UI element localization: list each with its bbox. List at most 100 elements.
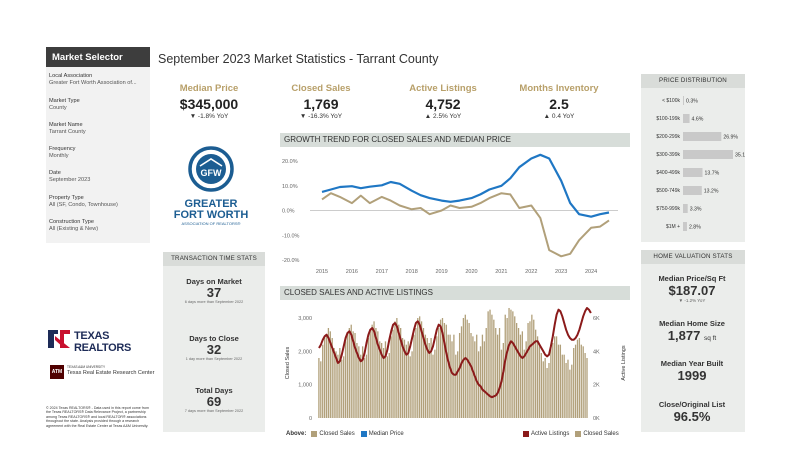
- closed-sales-bar: [337, 354, 339, 418]
- filter-market-type[interactable]: Market Type County: [49, 98, 149, 112]
- closed-sales-bar: [348, 328, 350, 418]
- growth-trend-chart: 20.0% 10.0% 0.0% -10.0% -20.0% 2015 2016 2017 20…: [282, 153, 618, 275]
- price-bucket-label: $200-299k: [656, 134, 680, 140]
- closed-sales-bar: [350, 324, 352, 418]
- growth-trend-title: GROWTH TREND FOR CLOSED SALES AND MEDIAN…: [280, 133, 630, 147]
- filter-local-association[interactable]: Local Association Greater Fort Worth Ass…: [49, 73, 149, 87]
- left-axis-label: Closed Sales: [285, 347, 291, 380]
- closed-sales-bar: [358, 346, 360, 418]
- left-tick-label: 3,000: [298, 316, 312, 322]
- price-bar-value: 13.7%: [705, 171, 720, 177]
- closed-sales-bar: [327, 328, 330, 418]
- price-bar: [683, 204, 688, 213]
- closed-sales-bar: [323, 338, 326, 418]
- filter-frequency[interactable]: Frequency Monthly: [49, 146, 149, 160]
- home-valuation-panel: HOME VALUATION STATS Median Price/Sq Ft …: [641, 250, 745, 432]
- left-tick-label: 0: [309, 416, 312, 422]
- closed-sales-bar: [342, 356, 345, 418]
- closed-sales-bar: [535, 329, 537, 418]
- closed-sales-bar: [401, 338, 404, 418]
- price-bucket-label: < $100k: [662, 98, 680, 104]
- filter-market-name[interactable]: Market Name Tarrant County: [49, 122, 149, 136]
- legend-swatch-median-price: [360, 431, 367, 437]
- closed-sales-bar: [557, 344, 560, 418]
- closed-sales-bar: [331, 338, 333, 418]
- price-bucket-label: $100-199k: [656, 116, 680, 122]
- closed-sales-bar: [453, 334, 455, 418]
- closed-sales-bar: [576, 339, 579, 418]
- stat-value: 32: [206, 342, 222, 357]
- price-distribution-panel: PRICE DISTRIBUTION < $100k 0.3% $100-199k 4…: [641, 74, 750, 242]
- closed-sales-bar: [508, 308, 510, 418]
- stat-total-days: Total Days 69 7 days more than September…: [163, 386, 265, 413]
- closed-sales-bar: [329, 331, 331, 418]
- tamu-line1: TEXAS A&M UNIVERSITY: [67, 365, 106, 369]
- home-valuation-title: HOME VALUATION STATS: [641, 250, 745, 264]
- closed-sales-bar: [554, 336, 556, 418]
- filter-date[interactable]: Date September 2023: [49, 170, 149, 184]
- price-distribution-title: PRICE DISTRIBUTION: [641, 74, 745, 88]
- closed-sales-bar: [567, 359, 569, 418]
- filter-label: Local Association: [49, 73, 93, 79]
- stat-note: 1 day more than September 2022: [185, 357, 243, 361]
- closed-sales-bar: [517, 328, 520, 418]
- legend-swatch-closed-sales: [311, 431, 318, 437]
- kpi-median-price: Median Price $345,000 ▼ -1.8% YoY: [154, 83, 264, 120]
- kpi-label: Closed Sales: [291, 83, 351, 94]
- closed-sales-bar: [555, 336, 558, 418]
- price-bar-value: 2.8%: [689, 225, 701, 231]
- x-tick-label: 2022: [525, 269, 537, 275]
- filter-property-type[interactable]: Property Type All (SF, Condo, Townhouse): [49, 195, 149, 209]
- price-bar: [683, 150, 733, 159]
- closed-sales-bar: [361, 346, 364, 418]
- closed-sales-bar: [479, 346, 482, 418]
- closed-sales-bar: [409, 356, 411, 418]
- closed-sales-bar: [580, 344, 582, 418]
- closed-sales-bar: [460, 326, 463, 418]
- closed-sales-bar: [382, 348, 385, 418]
- filter-label: Date: [49, 170, 61, 176]
- filter-construction-type[interactable]: Construction Type All (Existing & New): [49, 219, 149, 233]
- price-bar-value: 4.6%: [692, 117, 704, 123]
- closed-sales-bar: [390, 336, 392, 418]
- kpi-value: $345,000: [179, 96, 239, 112]
- closed-sales-bar: [445, 324, 447, 418]
- tamu-emblem-icon: ATM: [50, 365, 64, 379]
- closed-sales-bar: [405, 344, 408, 418]
- price-bar: [683, 96, 684, 105]
- filter-value: Tarrant County: [49, 129, 86, 135]
- y-tick-label: -20.0%: [282, 258, 300, 264]
- closed-sales-bar: [436, 336, 438, 418]
- growth-trend-panel: GROWTH TREND FOR CLOSED SALES AND MEDIAN…: [280, 133, 630, 281]
- closed-sales-bar: [502, 343, 504, 418]
- kpi-months-inventory: Months Inventory 2.5 ▲ 0.4 YoY: [504, 83, 614, 120]
- closed-sales-bar: [322, 344, 324, 418]
- filter-value: Greater Fort Worth Association of...: [49, 80, 137, 86]
- closed-sales-bar: [529, 321, 531, 418]
- closed-sales-bar: [495, 328, 497, 418]
- gfw-line3: ASSOCIATION OF REALTORS®: [181, 221, 241, 226]
- price-bar-value: 13.2%: [704, 189, 719, 195]
- closed-sales-bar: [563, 354, 565, 418]
- closed-sales-bar: [318, 358, 320, 418]
- closed-sales-bar: [544, 358, 546, 418]
- right-axis-label: Active Listings: [621, 345, 627, 380]
- closed-sales-bar: [458, 333, 461, 418]
- closed-sales-bar: [491, 314, 493, 418]
- closed-sales-bar: [419, 316, 421, 418]
- active-listings-line: [318, 307, 592, 399]
- closed-sales-bar: [415, 328, 417, 418]
- closed-sales-bar: [373, 321, 375, 418]
- sales-listings-panel: CLOSED SALES AND ACTIVE LISTINGS 3,000 2,…: [280, 286, 630, 446]
- closed-sales-bar: [424, 334, 427, 418]
- stat-label: Close/Original List: [658, 400, 726, 409]
- closed-sales-bar: [400, 328, 402, 418]
- sales-listings-title: CLOSED SALES AND ACTIVE LISTINGS: [280, 286, 630, 300]
- closed-sales-bar: [320, 361, 322, 418]
- closed-sales-bar: [487, 311, 489, 418]
- median-price-line: [321, 153, 610, 218]
- kpi-active-listings: Active Listings 4,752 ▲ 2.5% YoY: [388, 83, 498, 120]
- x-tick-label: 2020: [465, 269, 477, 275]
- legend-swatch-active-listings: [523, 431, 529, 437]
- closed-sales-bar: [449, 334, 451, 418]
